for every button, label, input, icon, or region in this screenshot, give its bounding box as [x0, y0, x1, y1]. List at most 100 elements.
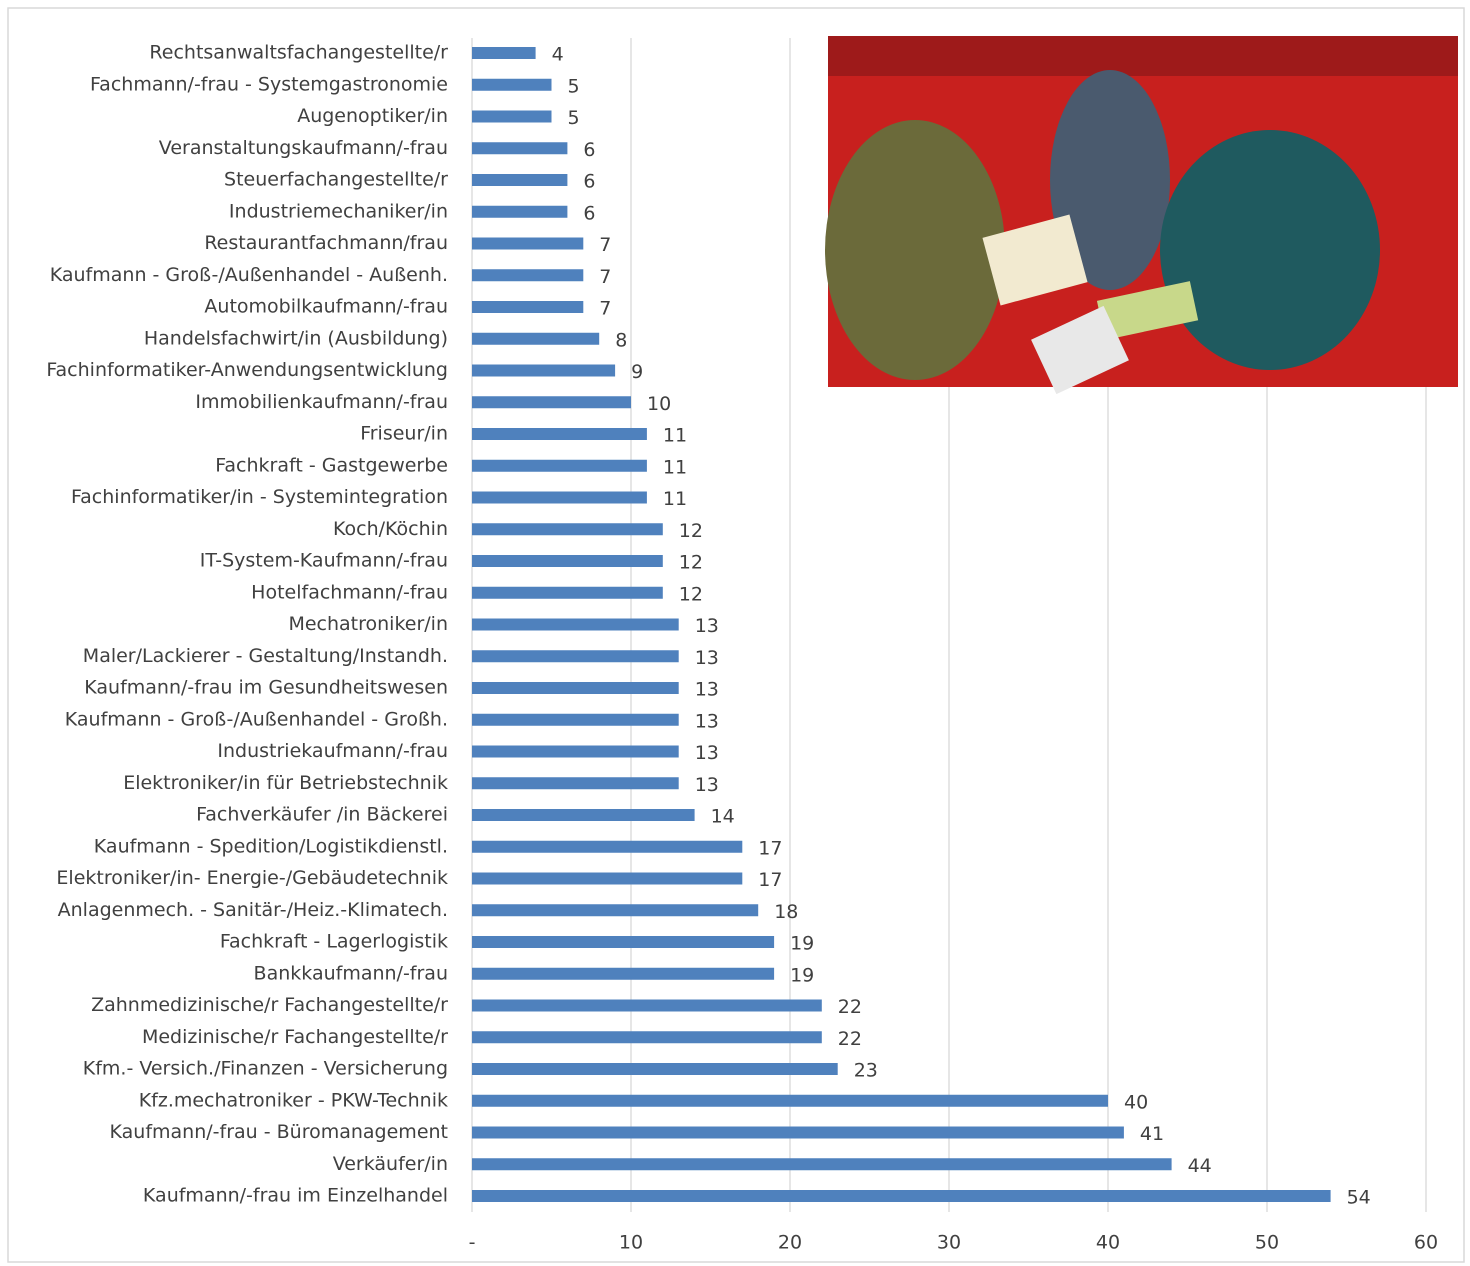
y-tick-label: Kfz.mechatroniker - PKW-Technik [139, 1089, 448, 1111]
value-label: 5 [568, 107, 580, 129]
bar [472, 904, 759, 917]
value-label: 10 [647, 393, 671, 415]
bar [472, 713, 679, 726]
y-tick-label: Fachkraft - Lagerlogistik [220, 931, 448, 953]
bar [472, 682, 679, 694]
y-tick-label: Immobilienkaufmann/-frau [195, 391, 448, 413]
photo-brochure [1096, 281, 1199, 340]
value-label: 12 [679, 583, 703, 605]
value-label: 4 [552, 44, 564, 66]
x-tick-label: - [469, 1232, 476, 1254]
y-tick-label: Fachkraft - Gastgewerbe [215, 454, 448, 476]
bar [472, 396, 631, 409]
value-label: 8 [615, 329, 627, 351]
value-label: 13 [695, 742, 719, 764]
bar [472, 1126, 1124, 1139]
y-tick-label: Bankkaufmann/-frau [254, 962, 448, 984]
value-label: 19 [790, 933, 814, 955]
y-tick-label: Hotelfachmann/-frau [251, 581, 448, 603]
y-tick-label: Anlagenmech. - Sanitär-/Heiz.-Klimatech. [58, 899, 448, 921]
bar [472, 78, 552, 91]
photo-brochure [982, 214, 1088, 306]
y-tick-label: Koch/Köchin [333, 518, 448, 540]
y-tick-label: Kaufmann/-frau im Einzelhandel [143, 1185, 448, 1207]
value-label: 7 [599, 298, 611, 320]
y-tick-label: Industriemechaniker/in [229, 200, 448, 222]
bar [472, 840, 743, 853]
value-label: 54 [1347, 1187, 1371, 1209]
bar [472, 142, 568, 155]
bar [472, 1094, 1108, 1107]
bar [472, 205, 568, 218]
bar [472, 428, 647, 440]
value-label: 5 [568, 75, 580, 97]
bar [472, 523, 663, 536]
x-tick-label: 20 [778, 1232, 802, 1254]
y-tick-label: Fachverkäufer /in Bäckerei [196, 804, 448, 826]
bar [472, 47, 536, 59]
bar [472, 459, 647, 472]
y-tick-label: Fachinformatiker-Anwendungsentwicklung [46, 359, 448, 381]
value-label: 14 [711, 806, 735, 828]
value-label: 11 [663, 488, 687, 510]
photo-person [825, 120, 1005, 380]
x-tick-label: 40 [1096, 1232, 1120, 1254]
plot-area: - 10 20 30 40 50 60 Rechtsanwaltsfachangestellt… [46, 38, 1438, 1254]
y-tick-label: Kaufmann - Groß-/Außenhandel - Großh. [65, 708, 448, 730]
y-tick-label: Rechtsanwaltsfachangestellte/r [149, 42, 448, 64]
y-tick-label: Fachmann/-frau - Systemgastronomie [90, 73, 448, 95]
y-tick-label: Friseur/in [360, 423, 448, 445]
bar [472, 1063, 838, 1075]
x-tick-label: 10 [619, 1232, 643, 1254]
bar [472, 1158, 1172, 1171]
bar [472, 967, 775, 980]
y-tick-label: IT-System-Kaufmann/-frau [200, 550, 448, 572]
y-tick-label: Zahnmedizinische/r Fachangestellte/r [91, 994, 448, 1016]
y-tick-label: Automobilkaufmann/-frau [204, 296, 448, 318]
y-tick-label: Veranstaltungskaufmann/-frau [159, 137, 448, 159]
bar [472, 586, 663, 599]
y-tick-label: Handelsfachwirt/in (Ausbildung) [144, 327, 448, 349]
bar [472, 1190, 1331, 1202]
x-tick-label: 30 [937, 1232, 961, 1254]
value-label: 18 [774, 901, 798, 923]
value-label: 22 [838, 996, 862, 1018]
bar [472, 618, 679, 631]
value-label: 6 [583, 139, 595, 161]
value-label: 13 [695, 774, 719, 796]
bar [472, 999, 822, 1012]
value-label: 6 [583, 202, 595, 224]
value-label: 11 [663, 425, 687, 447]
photo-floor-edge [828, 36, 1458, 76]
y-tick-label: Steuerfachangestellte/r [224, 169, 448, 191]
value-label: 22 [838, 1028, 862, 1050]
photo-brochure [1031, 305, 1129, 395]
bar [472, 237, 584, 250]
value-label: 44 [1188, 1155, 1212, 1177]
y-tick-label: Augenoptiker/in [297, 105, 448, 127]
value-label: 19 [790, 964, 814, 986]
bar [472, 555, 663, 567]
bar [472, 745, 679, 758]
value-label: 9 [631, 361, 643, 383]
y-tick-label: Medizinische/r Fachangestellte/r [142, 1026, 448, 1048]
bar [472, 1031, 822, 1044]
bar [472, 110, 552, 123]
bar [472, 809, 695, 821]
x-tick-label: 60 [1414, 1232, 1438, 1254]
value-label: 23 [854, 1060, 878, 1082]
value-label: 12 [679, 520, 703, 542]
value-label: 7 [599, 234, 611, 256]
y-tick-label: Kaufmann/-frau - Büromanagement [110, 1121, 448, 1143]
y-tick-label: Maler/Lackierer - Gestaltung/Instandh. [83, 645, 448, 667]
bar [472, 777, 679, 790]
y-tick-label: Kfm.- Versich./Finanzen - Versicherung [83, 1058, 448, 1080]
value-label: 12 [679, 552, 703, 574]
bar [472, 872, 743, 885]
photo [825, 36, 1458, 395]
value-label: 13 [695, 710, 719, 732]
x-tick-label: 50 [1255, 1232, 1279, 1254]
value-label: 13 [695, 647, 719, 669]
y-tick-label: Mechatroniker/in [288, 613, 448, 635]
